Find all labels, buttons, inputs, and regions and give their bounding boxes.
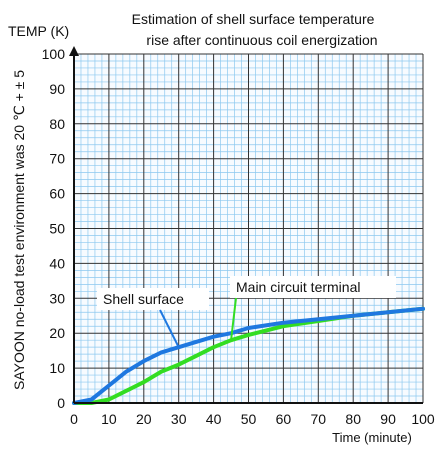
callout-leader-main-circuit-terminal [230, 297, 237, 341]
callout-leader-shell-surface [159, 309, 180, 348]
chart-title-line-2: rise after continuous coil energization [146, 32, 377, 48]
callout-box-shell-surface [97, 288, 209, 310]
y-tick-label: 20 [49, 325, 65, 341]
x-tick-label: 20 [136, 411, 152, 427]
x-tick-label: 80 [345, 411, 361, 427]
x-tick-label: 70 [311, 411, 327, 427]
y-tick-label: 100 [42, 46, 66, 62]
callouts: Shell surface Main circuit terminal [97, 276, 396, 348]
x-tick-label: 60 [276, 411, 292, 427]
x-tick-label: 0 [70, 411, 78, 427]
y-tick-label: 10 [49, 360, 65, 376]
x-tick-label: 30 [171, 411, 187, 427]
callout-label-shell-surface: Shell surface [103, 291, 184, 307]
series-layer [72, 306, 425, 405]
tick-labels: 0 10 20 30 40 50 60 70 80 90 100 0 10 20 30 40 50 60 70 80 9… [42, 46, 435, 427]
x-tick-label: 100 [411, 411, 435, 427]
y-axis-label: TEMP (K) [8, 23, 69, 39]
y-axis-arrow [69, 46, 79, 56]
x-tick-label: 90 [380, 411, 396, 427]
series-line-shell-surface [72, 306, 425, 405]
chart-title-line-1: Estimation of shell surface temperature [132, 11, 375, 27]
callout-label-main-circuit-terminal: Main circuit terminal [236, 279, 360, 295]
x-axis-label: Time (minute) [332, 430, 412, 445]
x-tick-label: 50 [241, 411, 257, 427]
x-tick-label: 10 [101, 411, 117, 427]
callout-box-main-circuit-terminal [230, 276, 396, 298]
x-tick-label: 40 [206, 411, 222, 427]
y-tick-label: 50 [49, 221, 65, 237]
y-tick-label: 90 [49, 81, 65, 97]
axes-layer [69, 46, 423, 404]
y-tick-label: 80 [49, 116, 65, 132]
y-tick-label: 0 [57, 395, 65, 411]
y-tick-label: 60 [49, 186, 65, 202]
y-tick-label: 40 [49, 255, 65, 271]
y-tick-label: 70 [49, 151, 65, 167]
y-tick-label: 30 [49, 290, 65, 306]
side-note: SAYOON no-load test environment was 20 ℃… [11, 70, 27, 390]
